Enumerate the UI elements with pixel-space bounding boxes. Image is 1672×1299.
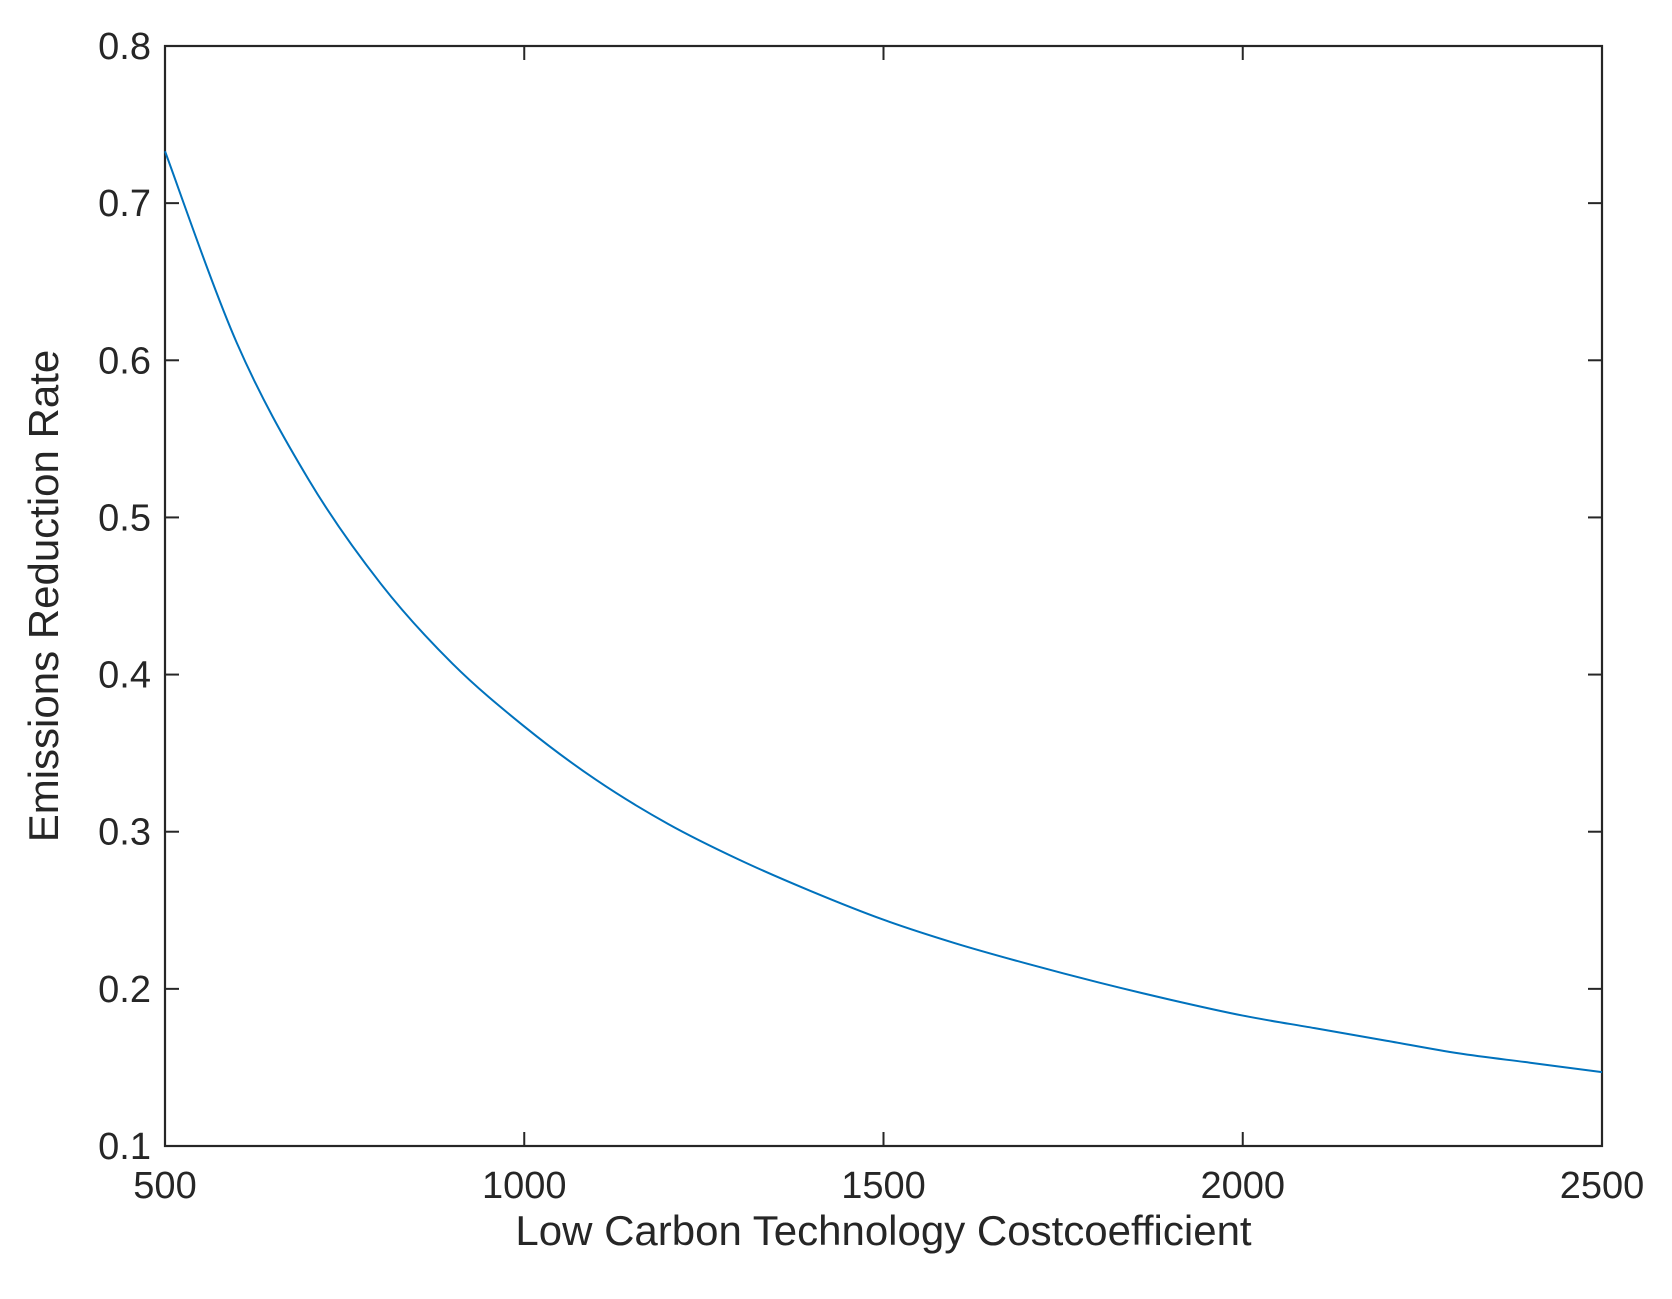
y-tick-label: 0.8 (98, 26, 151, 68)
y-tick-label: 0.1 (98, 1126, 151, 1168)
x-tick-label: 500 (133, 1165, 196, 1207)
x-tick-label: 1000 (482, 1165, 567, 1207)
series-layer (164, 150, 1603, 1074)
y-tick-label: 0.6 (98, 340, 151, 382)
x-axis-label: Low Carbon Technology Costcoefficient (515, 1207, 1252, 1254)
axes-box (163, 44, 1604, 1148)
plot-area (163, 44, 1604, 1148)
series-line (164, 150, 1603, 1074)
x-tick-label: 1500 (841, 1165, 926, 1207)
x-tick-label: 2000 (1200, 1165, 1285, 1207)
ticks-layer (164, 45, 1603, 1147)
y-tick-label: 0.7 (98, 183, 151, 225)
tick-labels-layer: 500 1000 1500 2000 2500 0.1 0.2 0.3 0.4 0.5 0.6 0.7… (98, 26, 1644, 1207)
y-tick-label: 0.5 (98, 497, 151, 539)
y-tick-label: 0.2 (98, 969, 151, 1011)
y-tick-label: 0.4 (98, 655, 151, 697)
y-axis-label: Emissions Reduction Rate (20, 350, 67, 843)
y-tick-label: 0.3 (98, 812, 151, 854)
x-tick-label: 2500 (1560, 1165, 1645, 1207)
